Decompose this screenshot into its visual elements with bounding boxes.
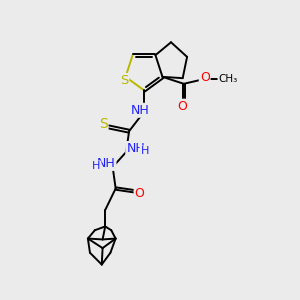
Text: O: O — [135, 188, 145, 200]
Text: O: O — [200, 71, 210, 84]
Text: CH₃: CH₃ — [218, 74, 238, 84]
Text: H: H — [140, 146, 149, 157]
Text: O: O — [177, 100, 187, 113]
Text: S: S — [99, 117, 107, 131]
Text: NH: NH — [126, 142, 145, 155]
Text: H: H — [92, 161, 100, 171]
Text: NH: NH — [97, 157, 116, 170]
Text: S: S — [120, 74, 128, 87]
Text: NH: NH — [131, 104, 150, 117]
